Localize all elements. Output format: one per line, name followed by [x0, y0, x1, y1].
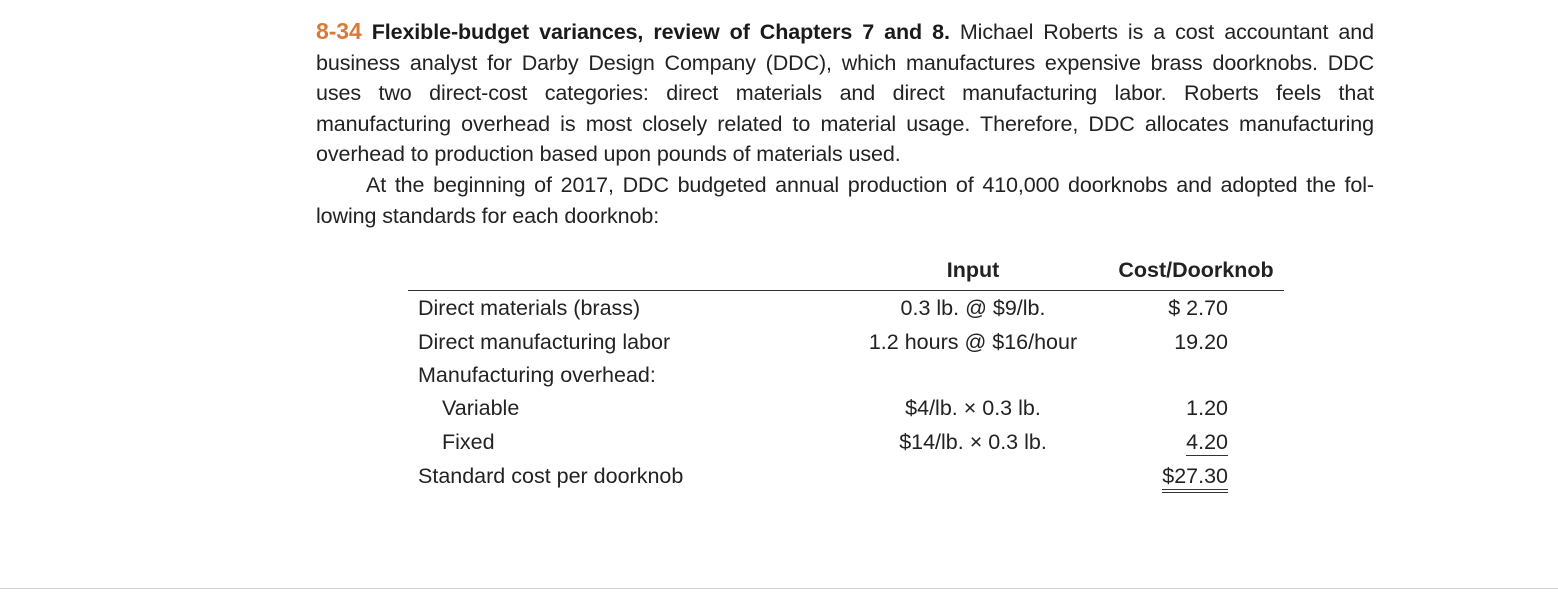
underlined-cost: 4.20	[1186, 430, 1228, 456]
problem-text: 8-34 Flexible-budget variances, review o…	[316, 16, 1374, 231]
header-rule	[408, 290, 1284, 291]
row-input: $4/lb. × 0.3 lb.	[905, 396, 1041, 420]
double-underlined-total: $27.30	[1162, 464, 1228, 493]
row-cost: 1.20	[1186, 396, 1228, 420]
row-cost: 19.20	[1174, 330, 1228, 354]
problem-paragraph-1: 8-34 Flexible-budget variances, review o…	[316, 16, 1374, 170]
column-header-cost: Cost/Doorknob	[1118, 258, 1274, 282]
row-input: 1.2 hours @ $16/hour	[868, 330, 1078, 354]
problem-paragraph-1-body: Michael Roberts is a cost accountant and…	[316, 20, 1375, 167]
row-label: Standard cost per doorknob	[418, 464, 684, 488]
table-row-direct-materials: Direct materials (brass) 0.3 lb. @ $9/lb…	[408, 296, 1284, 326]
row-label: Variable	[442, 396, 520, 420]
problem-heading: Flexible-budget variances, review of Cha…	[371, 20, 950, 44]
table-row-direct-labor: Direct manufacturing labor 1.2 hours @ $…	[408, 330, 1284, 360]
row-input: $14/lb. × 0.3 lb.	[899, 430, 1047, 454]
table-row-standard-cost: Standard cost per doorknob $27.30	[408, 464, 1284, 494]
row-input: 0.3 lb. @ $9/lb.	[900, 296, 1046, 320]
row-label: Fixed	[442, 430, 495, 454]
problem-paragraph-2: At the beginning of 2017, DDC budgeted a…	[316, 172, 1374, 228]
table-row-fixed-overhead: Fixed $14/lb. × 0.3 lb. 4.20	[408, 430, 1284, 460]
column-header-input: Input	[946, 258, 1000, 282]
row-cost: $ 2.70	[1168, 296, 1228, 320]
table-row-variable-overhead: Variable $4/lb. × 0.3 lb. 1.20	[408, 396, 1284, 426]
row-cost: 4.20	[1138, 430, 1228, 456]
row-cost: $27.30	[1138, 464, 1228, 493]
problem-number: 8-34	[316, 18, 362, 44]
table-row-manufacturing-overhead: Manufacturing overhead:	[408, 363, 1284, 393]
row-label: Direct materials (brass)	[418, 296, 641, 320]
row-label: Direct manufacturing labor	[418, 330, 671, 354]
row-label: Manufacturing overhead:	[418, 363, 656, 387]
page-bottom-divider	[0, 588, 1558, 589]
